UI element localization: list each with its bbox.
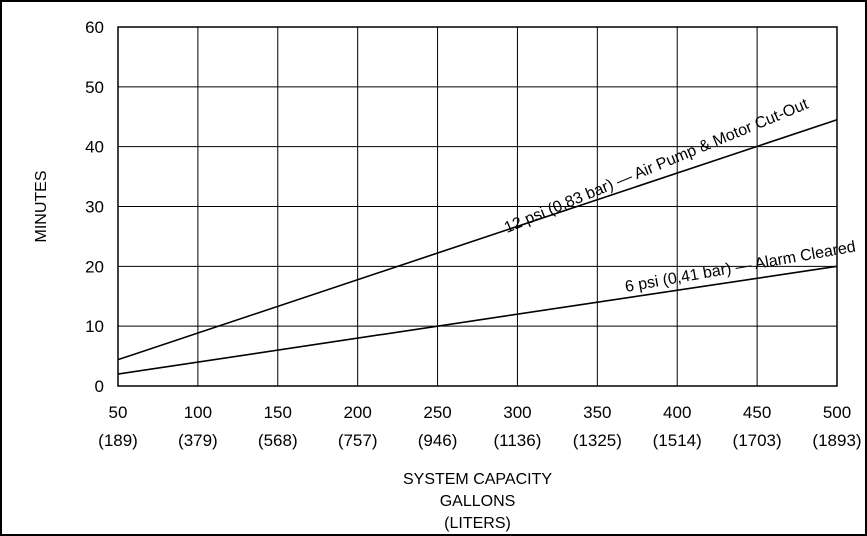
series-line-1: [117, 265, 838, 375]
x-tick-sublabel: (568): [258, 431, 298, 450]
x-tick-label: 100: [184, 403, 212, 422]
grid: [117, 26, 838, 387]
x-axis-ticks: 50 (189) 100 (379) 150 (568) 200 (757) 250 (946) 3…: [98, 403, 861, 450]
x-axis-title-line-0: SYSTEM CAPACITY: [403, 471, 552, 488]
x-tick-sublabel: (1514): [653, 431, 702, 450]
series-line-0: [117, 118, 838, 361]
x-tick-8: 450 (1703): [733, 403, 782, 450]
x-tick-label: 300: [503, 403, 531, 422]
axis-titles: SYSTEM CAPACITY GALLONS (LITERS) MINUTES: [33, 171, 552, 533]
series-label-0: 12 psi (0,83 bar) — Air Pump & Motor Cut…: [502, 96, 811, 237]
x-tick-label: 400: [663, 403, 691, 422]
x-tick-1: 100 (379): [178, 403, 218, 450]
x-tick-4: 250 (946): [418, 403, 458, 450]
x-tick-sublabel: (1136): [493, 431, 541, 450]
y-tick-label-1: 10: [85, 317, 104, 336]
x-tick-6: 350 (1325): [573, 403, 622, 450]
x-axis-title-line-1: GALLONS: [440, 493, 516, 510]
x-tick-label: 50: [109, 403, 128, 422]
x-tick-label: 350: [583, 403, 611, 422]
y-tick-label-0: 0: [95, 377, 104, 396]
x-tick-label: 450: [743, 403, 771, 422]
x-tick-sublabel: (946): [418, 431, 458, 450]
x-tick-9: 500 (1893): [812, 403, 861, 450]
y-tick-label-2: 20: [85, 257, 104, 276]
x-axis-title-line-2: (LITERS): [444, 515, 511, 532]
x-tick-sublabel: (1325): [573, 431, 622, 450]
plot-area-border: [117, 26, 838, 387]
y-axis-title: MINUTES: [33, 171, 50, 243]
x-tick-label: 500: [823, 403, 851, 422]
x-tick-sublabel: (189): [98, 431, 138, 450]
x-tick-3: 200 (757): [338, 403, 378, 450]
y-tick-label-6: 60: [85, 18, 104, 37]
series-group: 12 psi (0,83 bar) — Air Pump & Motor Cut…: [117, 96, 857, 375]
x-tick-label: 200: [343, 403, 371, 422]
x-tick-7: 400 (1514): [653, 403, 702, 450]
series-1: 6 psi (0,41 bar) — Alarm Cleared: [117, 239, 857, 375]
x-tick-label: 150: [264, 403, 292, 422]
y-tick-label-5: 50: [85, 78, 104, 97]
x-tick-sublabel: (379): [178, 431, 218, 450]
series-label-1: 6 psi (0,41 bar) — Alarm Cleared: [624, 239, 857, 296]
x-tick-0: 50 (189): [98, 403, 138, 450]
x-tick-sublabel: (1893): [812, 431, 861, 450]
y-tick-label-4: 40: [85, 138, 104, 157]
y-tick-label-3: 30: [85, 198, 104, 217]
x-tick-sublabel: (757): [338, 431, 378, 450]
x-tick-label: 250: [423, 403, 451, 422]
x-tick-2: 150 (568): [258, 403, 298, 450]
y-axis-ticks: 0 10 20 30 40 50 60: [85, 18, 104, 396]
x-tick-sublabel: (1703): [733, 431, 782, 450]
x-tick-5: 300 (1136): [493, 403, 541, 450]
